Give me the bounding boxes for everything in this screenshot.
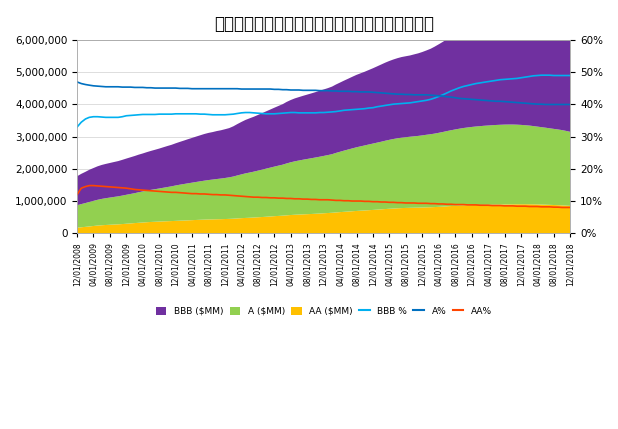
Title: 米国投資適格社債市場の推移（規模・格付配分）: 米国投資適格社債市場の推移（規模・格付配分） (214, 15, 434, 33)
Legend: BBB ($MM), A ($MM), AA ($MM), BBB %, A%, AA%: BBB ($MM), A ($MM), AA ($MM), BBB %, A%,… (152, 303, 495, 320)
